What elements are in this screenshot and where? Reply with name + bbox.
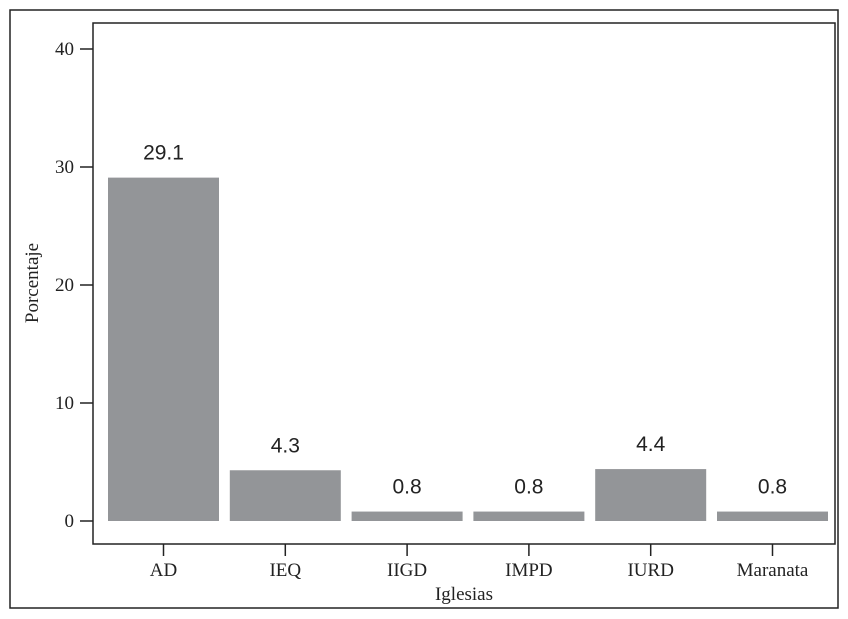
bar bbox=[229, 470, 341, 521]
x-axis-title: Iglesias bbox=[435, 584, 493, 605]
bar bbox=[473, 511, 585, 521]
x-tick-label: IMPD bbox=[505, 560, 553, 581]
bar-value-label: 0.8 bbox=[392, 476, 421, 499]
bar-value-label: 4.4 bbox=[636, 433, 666, 456]
x-tick-label: AD bbox=[150, 560, 177, 581]
y-tick-label: 20 bbox=[55, 275, 74, 296]
data-labels: 29.1 4.3 0.8 0.8 4.4 0.8 bbox=[143, 142, 787, 499]
x-axis: AD IEQ IIGD IMPD IURD Maranata bbox=[150, 544, 809, 581]
bar bbox=[595, 469, 707, 521]
y-tick-label: 0 bbox=[65, 511, 75, 532]
bar-value-label: 0.8 bbox=[758, 476, 787, 499]
x-tick-label: IEQ bbox=[269, 560, 301, 581]
y-tick-label: 30 bbox=[55, 157, 74, 178]
bar-value-label: 29.1 bbox=[143, 142, 184, 165]
y-axis-title: Porcentaje bbox=[22, 243, 43, 323]
bar bbox=[717, 511, 828, 521]
x-tick-label: IURD bbox=[627, 560, 673, 581]
bar-value-label: 0.8 bbox=[514, 476, 543, 499]
bar-value-label: 4.3 bbox=[271, 434, 300, 457]
y-tick-label: 40 bbox=[55, 39, 74, 60]
bars bbox=[108, 177, 828, 521]
bar bbox=[108, 177, 219, 521]
x-tick-label: Maranata bbox=[737, 560, 809, 581]
y-axis: 0 10 20 30 40 bbox=[55, 39, 93, 532]
x-tick-label: IIGD bbox=[387, 560, 427, 581]
y-tick-label: 10 bbox=[55, 393, 74, 414]
plot-area-frame bbox=[92, 22, 836, 545]
bar bbox=[351, 511, 463, 521]
